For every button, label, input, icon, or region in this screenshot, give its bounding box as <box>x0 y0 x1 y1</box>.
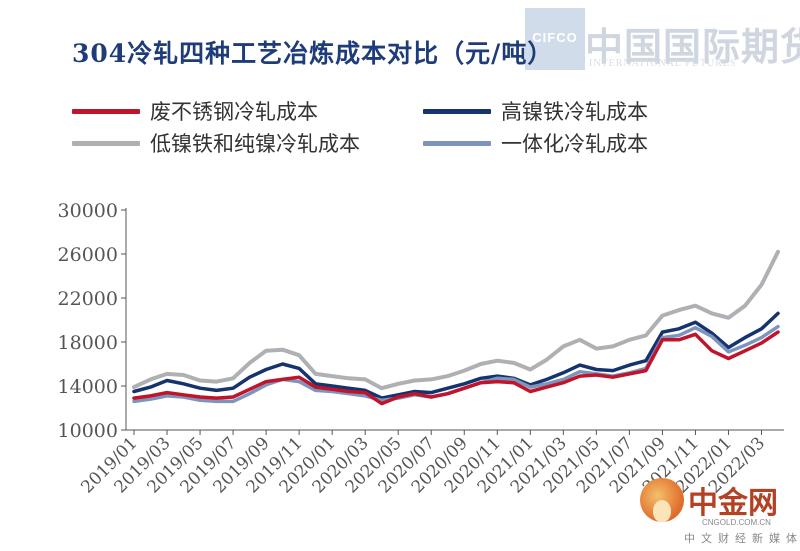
cngold-watermark: 中金网 CNGOLD.COM.CN 中文财经新媒体 <box>640 468 800 551</box>
x-axis-ticks: 2019/012019/032019/052019/072019/092019/… <box>77 430 769 497</box>
legend-swatch-scrap <box>72 108 140 114</box>
chart-axes <box>125 208 784 431</box>
y-tick-label: 10000 <box>58 420 118 442</box>
cifco-logo-box <box>525 8 585 70</box>
watermark-tagline: 中文财经新媒体 <box>684 532 800 545</box>
legend-swatch-low-nickel <box>72 140 140 146</box>
watermark-name: 中金网 <box>688 486 778 521</box>
legend-swatch-integrated <box>423 140 491 146</box>
legend-swatch-high-nickel <box>423 108 491 114</box>
legend-item-scrap: 废不锈钢冷轧成本 <box>72 96 318 126</box>
y-tick-label: 30000 <box>58 200 118 222</box>
legend-label-high-nickel: 高镍铁冷轧成本 <box>501 100 648 124</box>
legend-label-scrap: 废不锈钢冷轧成本 <box>150 100 318 124</box>
y-axis-ticks: 10000 14000 18000 22000 26000 30000 <box>58 200 126 442</box>
series-line-1 <box>132 311 780 400</box>
legend-item-integrated: 一体化冷轧成本 <box>423 128 648 158</box>
brand-name: 中国国际期货 <box>585 25 800 69</box>
y-tick-label: 14000 <box>58 376 118 398</box>
y-tick-label: 18000 <box>58 332 118 354</box>
legend-label-low-nickel: 低镍铁和纯镍冷轧成本 <box>150 132 360 156</box>
chart-title: 304冷轧四种工艺冶炼成本对比（元/吨） <box>72 39 554 68</box>
legend-item-low-nickel: 低镍铁和纯镍冷轧成本 <box>72 128 360 158</box>
legend-label-integrated: 一体化冷轧成本 <box>501 132 648 156</box>
series-line-2 <box>132 249 780 391</box>
y-tick-label: 22000 <box>58 288 118 310</box>
cngold-logo-icon <box>640 478 684 522</box>
y-tick-label: 26000 <box>58 244 118 266</box>
series-line-0 <box>132 330 780 406</box>
cifco-logo-text: CIFCO <box>532 30 578 45</box>
legend-item-high-nickel: 高镍铁冷轧成本 <box>423 96 648 126</box>
chart-series <box>132 249 780 406</box>
brand-name-en: INTERNATIONAL FUTURES <box>589 58 737 69</box>
brand-logo: CIFCO 中国国际期货 INTERNATIONAL FUTURES <box>525 8 800 78</box>
watermark-url: CNGOLD.COM.CN <box>702 518 771 527</box>
